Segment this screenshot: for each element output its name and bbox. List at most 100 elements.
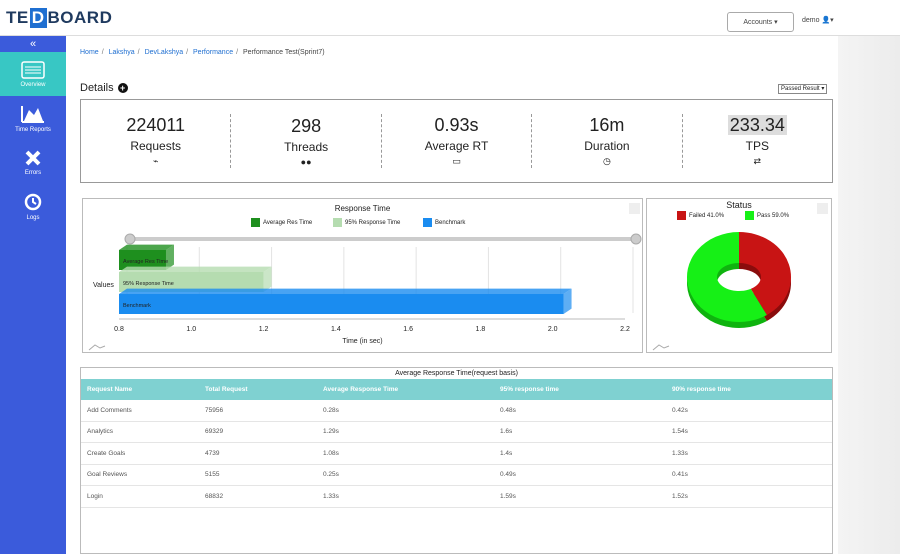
legend-failed[interactable]: Failed 41.0%: [677, 211, 724, 220]
stat-duration: 16m Duration ◷: [532, 114, 683, 168]
accounts-dropdown[interactable]: Accounts ▾: [727, 12, 794, 32]
table-row[interactable]: Create Goals 4739 1.08s 1.4s 1.33s: [81, 443, 832, 465]
collapse-icon[interactable]: «: [29, 38, 37, 50]
sidebar-item-logs[interactable]: Logs: [0, 184, 66, 228]
bar-top: [119, 266, 272, 272]
donut-slice-pass[interactable]: [687, 232, 767, 322]
table-cell: Create Goals: [87, 449, 126, 457]
clock-icon: ◷: [602, 156, 611, 166]
table-cell: 1.59s: [500, 492, 516, 500]
caret-down-icon: ▾: [774, 19, 778, 26]
table-cell: 4739: [205, 449, 220, 457]
x-tick-label: 1.8: [476, 326, 486, 333]
table-row[interactable]: Goal Reviews 5155 0.25s 0.49s 0.41s: [81, 465, 832, 486]
legend-benchmark[interactable]: Benchmark: [423, 218, 465, 227]
table-cell: 0.25s: [323, 471, 339, 479]
status-title: Status: [726, 200, 752, 210]
sidebar-item-time-reports[interactable]: Time Reports: [0, 96, 66, 140]
range-handle-left[interactable]: [124, 233, 136, 245]
users-icon: ●●: [300, 156, 312, 167]
breadcrumb-lakshya[interactable]: Lakshya: [108, 49, 135, 56]
bar-top: [119, 288, 572, 294]
col-average-response[interactable]: Average Response Time: [323, 386, 399, 393]
col-request-name[interactable]: Request Name: [87, 386, 133, 393]
table-body: Add Comments 75956 0.28s 0.48s 0.42s Analytic…: [81, 400, 832, 508]
bar-label: Average Res Time: [123, 259, 168, 265]
donut-plot: [652, 232, 791, 351]
stat-threads: 298 Threads ●●: [231, 114, 382, 168]
bar-chart-plot: 0.8 1.0 1.2 1.4 1.6 1.8 2.0 2.2 Average Res Time…: [88, 233, 642, 351]
bar-label: 95% Response Time: [123, 281, 174, 287]
chart-watermark: [88, 344, 106, 351]
x-icon: [25, 150, 41, 165]
user-menu[interactable]: demo 👤▾: [802, 17, 834, 24]
table-cell: 0.41s: [672, 471, 688, 479]
bar-top: [119, 244, 174, 250]
x-tick-label: 2.0: [548, 326, 558, 333]
table-cell: 1.6s: [500, 428, 513, 436]
x-axis-label: Time (in sec): [342, 338, 383, 345]
bar-1[interactable]: [119, 250, 166, 270]
col-total-request[interactable]: Total Request: [205, 386, 248, 393]
line-chart-icon: ⌁: [152, 156, 159, 166]
table-cell: 1.33s: [672, 449, 688, 457]
bar-3[interactable]: [119, 294, 564, 314]
table-cell: 5155: [205, 471, 220, 479]
sidebar-item-errors[interactable]: Errors: [0, 140, 66, 184]
area-chart-icon: [21, 105, 44, 123]
table-cell: 1.54s: [672, 428, 688, 436]
col-90-response[interactable]: 90% response time: [672, 386, 731, 393]
table-row[interactable]: Login 68832 1.33s 1.59s 1.52s: [81, 486, 832, 508]
sidebar: « Overview Time Reports Errors Logs: [0, 36, 66, 554]
table-cell: 1.08s: [323, 449, 339, 457]
table-cell: 0.49s: [500, 471, 516, 479]
monitor-icon: ▭: [452, 156, 461, 166]
table-cell: 68832: [205, 492, 224, 500]
sidebar-item-overview[interactable]: Overview: [0, 52, 66, 96]
chart-title: Response Time: [334, 204, 391, 213]
stat-requests: 224011 Requests ⌁: [81, 114, 232, 168]
user-icon: 👤▾: [821, 17, 834, 24]
bar-label: Benchmark: [123, 303, 151, 309]
breadcrumb: Home / Lakshya / DevLakshya / Performance / …: [80, 49, 325, 56]
x-tick-label: 1.4: [331, 326, 341, 333]
bar-2[interactable]: [119, 272, 264, 292]
details-header: Details +: [80, 82, 128, 94]
table-row[interactable]: Analytics 69329 1.29s 1.6s 1.54s: [81, 422, 832, 443]
breadcrumb-performance[interactable]: Performance: [193, 49, 234, 56]
table-cell: 1.33s: [323, 492, 339, 500]
bar-side: [165, 244, 174, 270]
exchange-icon: ⇄: [753, 156, 762, 166]
table-cell: Add Comments: [87, 406, 132, 414]
table-cell: 0.42s: [672, 406, 688, 414]
col-95-response[interactable]: 95% response time: [500, 386, 559, 393]
status-menu-button[interactable]: [817, 203, 828, 214]
legend-95[interactable]: 95% Response Time: [333, 218, 400, 227]
stat-average-rt: 0.93s Average RT ▭: [382, 114, 533, 168]
bar-side: [563, 288, 572, 314]
table-cell: 1.29s: [323, 428, 339, 436]
x-tick-label: 1.0: [186, 326, 196, 333]
right-margin: [838, 36, 900, 554]
table-cell: Goal Reviews: [87, 471, 128, 479]
table-header: Request Name Total Request Average Respo…: [81, 379, 832, 400]
table-cell: Login: [87, 492, 103, 500]
legend-average[interactable]: Average Res Time: [251, 218, 312, 227]
legend-pass[interactable]: Pass 59.0%: [745, 211, 789, 220]
table-row[interactable]: Add Comments 75956 0.28s 0.48s 0.42s: [81, 400, 832, 422]
donut-slice-failed[interactable]: [739, 232, 791, 315]
avg-response-table: Average Response Time(request basis) Req…: [80, 367, 833, 554]
x-tick-label: 1.6: [403, 326, 413, 333]
app-logo[interactable]: TE D BOARD: [6, 8, 113, 28]
table-cell: 0.48s: [500, 406, 516, 414]
breadcrumb-home[interactable]: Home: [80, 49, 99, 56]
result-filter-select[interactable]: Passed Result ▾: [778, 84, 828, 94]
history-icon: [24, 193, 42, 210]
add-icon[interactable]: +: [117, 83, 128, 93]
chart-menu-button[interactable]: [629, 203, 640, 214]
table-cell: 75956: [205, 406, 224, 414]
breadcrumb-devlakshya[interactable]: DevLakshya: [144, 49, 184, 56]
table-cell: 1.52s: [672, 492, 688, 500]
range-handle-right[interactable]: [630, 233, 642, 245]
details-title: Details: [80, 82, 114, 94]
